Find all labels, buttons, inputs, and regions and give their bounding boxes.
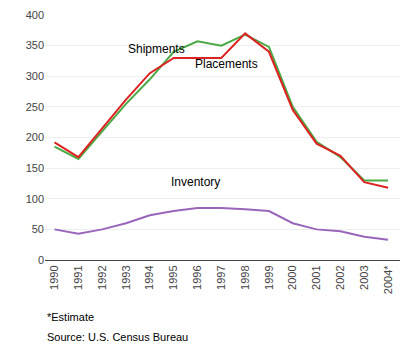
- svg-text:Source: U.S. Census Bureau: Source: U.S. Census Bureau: [47, 331, 188, 343]
- svg-text:1992: 1992: [96, 265, 108, 289]
- svg-text:1990: 1990: [48, 265, 60, 289]
- svg-text:1993: 1993: [120, 265, 132, 289]
- svg-text:150: 150: [26, 162, 44, 174]
- svg-text:350: 350: [26, 39, 44, 51]
- svg-text:1999: 1999: [263, 265, 275, 289]
- svg-text:100: 100: [26, 193, 44, 205]
- svg-text:0: 0: [38, 254, 44, 266]
- svg-text:200: 200: [26, 131, 44, 143]
- svg-text:1998: 1998: [239, 265, 251, 289]
- svg-text:*Estimate: *Estimate: [47, 311, 94, 323]
- svg-text:50: 50: [32, 223, 44, 235]
- svg-text:2002: 2002: [334, 265, 346, 289]
- svg-text:Shipments: Shipments: [128, 42, 185, 56]
- svg-text:1994: 1994: [143, 265, 155, 289]
- svg-text:300: 300: [26, 70, 44, 82]
- svg-text:2001: 2001: [310, 265, 322, 289]
- svg-text:2000: 2000: [286, 265, 298, 289]
- svg-text:2004*: 2004*: [382, 265, 394, 294]
- svg-text:1991: 1991: [72, 265, 84, 289]
- svg-text:400: 400: [26, 9, 44, 21]
- svg-text:Inventory: Inventory: [171, 175, 220, 189]
- svg-text:2003: 2003: [358, 265, 370, 289]
- svg-text:1996: 1996: [191, 265, 203, 289]
- svg-text:Placements: Placements: [195, 57, 258, 71]
- svg-text:250: 250: [26, 101, 44, 113]
- svg-text:1997: 1997: [215, 265, 227, 289]
- svg-text:1995: 1995: [167, 265, 179, 289]
